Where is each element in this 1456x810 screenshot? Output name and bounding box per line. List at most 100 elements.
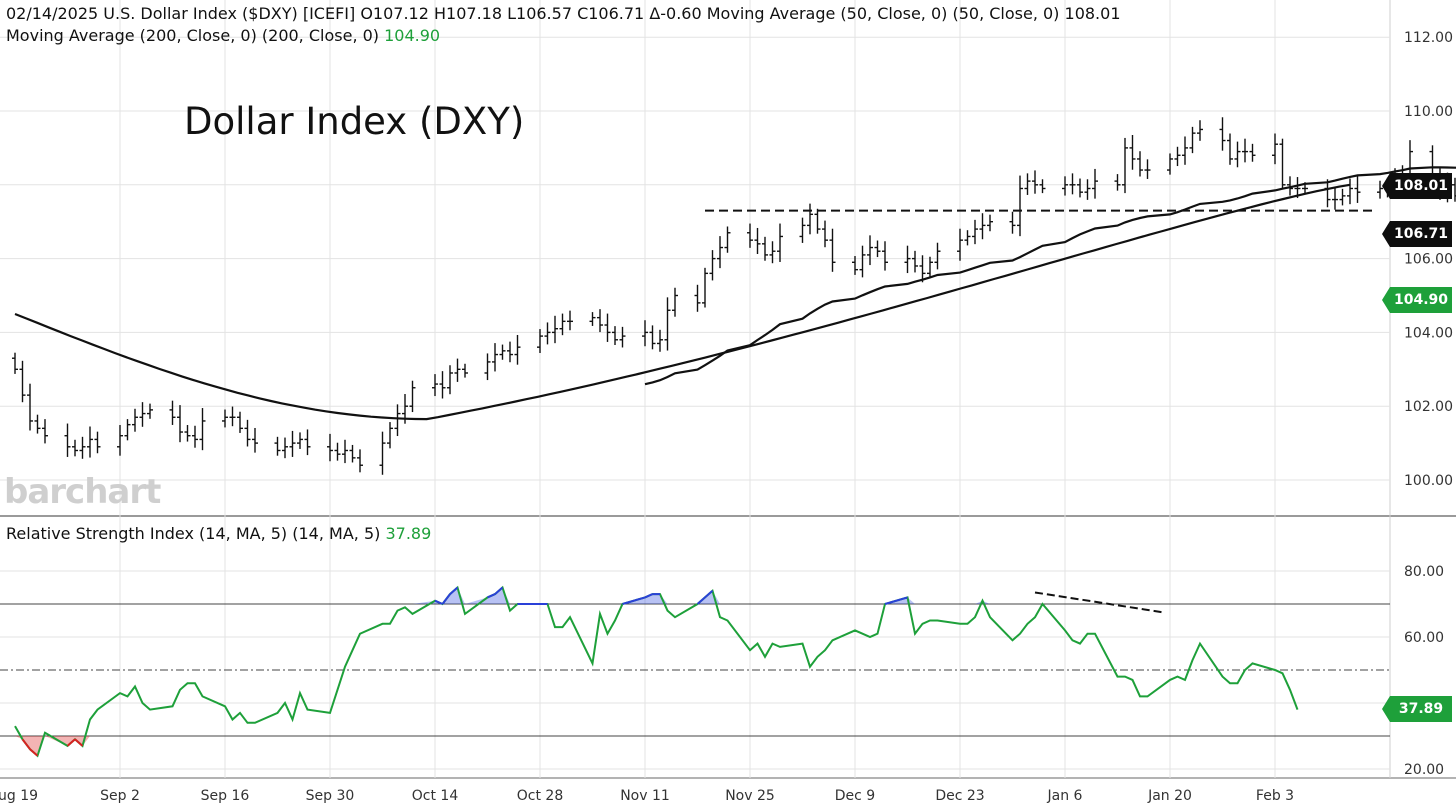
price-bar — [387, 422, 393, 449]
price-bar — [117, 425, 123, 456]
price-bar — [559, 313, 566, 336]
price-bar — [222, 409, 228, 428]
price-bar — [957, 228, 963, 261]
price-bar — [642, 320, 648, 347]
price-bar — [1114, 174, 1121, 191]
price-bar — [762, 236, 768, 261]
price-bar — [334, 442, 341, 461]
price-bar — [934, 242, 941, 270]
price-bar — [1249, 143, 1256, 162]
price-bar — [177, 405, 183, 443]
price-bar — [1287, 176, 1293, 196]
price-bar — [972, 219, 978, 245]
x-tick-label: Dec 9 — [835, 788, 875, 804]
price-bar — [874, 240, 881, 258]
price-bar — [34, 414, 41, 434]
rsi-header-value: 37.89 — [385, 524, 432, 543]
rsi-overbought-segment — [644, 593, 653, 599]
price-bar — [342, 439, 348, 464]
price-header-text: 02/14/2025 U.S. Dollar Index ($DXY) [ICE… — [6, 4, 1065, 23]
rsi-overbought-fill — [487, 594, 495, 604]
price-bar — [237, 411, 243, 433]
price-bar — [1279, 138, 1286, 190]
close-price-tag: 106.71 — [1382, 221, 1452, 247]
rsi-value-tag: 37.89 — [1382, 696, 1452, 722]
price-bar — [147, 403, 153, 419]
price-bar — [79, 436, 86, 459]
rsi-oversold-segment — [66, 738, 76, 747]
price-bar — [814, 208, 821, 234]
x-tick-label: Feb 3 — [1256, 788, 1294, 804]
price-bar — [1234, 141, 1241, 168]
price-bar — [492, 343, 498, 372]
price-bar — [87, 426, 93, 458]
price-bar — [544, 322, 551, 345]
rsi-overbought-segment — [494, 586, 504, 595]
price-bar — [822, 220, 828, 248]
price-bar — [882, 241, 888, 271]
price-bar — [514, 334, 521, 365]
price-bar — [1032, 170, 1038, 194]
price-bar — [297, 432, 303, 449]
price-bar — [852, 256, 858, 275]
price-bar — [1084, 179, 1091, 200]
x-tick-label: Jan 20 — [1147, 788, 1192, 804]
rsi-oversold-segment — [29, 748, 39, 757]
price-bar — [1039, 179, 1046, 194]
price-bar — [657, 329, 663, 352]
price-bar — [604, 313, 611, 342]
price-bar — [124, 419, 131, 441]
rsi-divergence-line — [1034, 591, 1163, 614]
ma200-header: Moving Average (200, Close, 0) (200, Clo… — [6, 26, 440, 46]
price-bar — [199, 408, 206, 451]
ma50-line — [644, 166, 1456, 386]
price-bar — [1189, 126, 1196, 154]
price-y-tick-label: 100.00 — [1404, 473, 1453, 489]
price-bar — [702, 267, 708, 308]
price-bar — [289, 430, 296, 457]
price-bar — [1129, 134, 1136, 170]
price-bar — [567, 310, 573, 331]
price-bar — [132, 408, 138, 432]
ma200-line — [14, 183, 1351, 421]
price-bar — [747, 223, 753, 248]
price-bar — [807, 203, 813, 235]
price-bar — [694, 284, 701, 312]
rsi-header-text: Relative Strength Index (14, MA, 5) (14,… — [6, 524, 386, 543]
price-bar — [619, 326, 626, 348]
price-bar — [229, 406, 236, 427]
rsi-overbought-fill — [495, 587, 503, 604]
price-bar — [904, 245, 911, 274]
price-bar — [447, 365, 453, 395]
x-tick-label: Sep 16 — [201, 788, 250, 804]
price-bar — [19, 360, 26, 403]
price-bar — [1122, 137, 1128, 194]
price-bar — [394, 404, 401, 437]
price-bar — [1077, 178, 1083, 198]
price-bar — [717, 236, 723, 269]
price-bar — [1062, 176, 1068, 196]
rsi-oversold-segment — [21, 738, 31, 750]
price-bar — [777, 223, 783, 262]
price-bar — [184, 425, 191, 442]
price-bar — [252, 427, 258, 453]
price-bar — [1197, 120, 1203, 141]
rsi-header: Relative Strength Index (14, MA, 5) (14,… — [6, 524, 431, 544]
price-bar — [964, 230, 971, 246]
price-bar — [139, 402, 146, 427]
price-bar — [589, 312, 596, 326]
price-bar — [1242, 138, 1248, 163]
price-bar — [1167, 153, 1173, 175]
x-tick-label: Sep 2 — [100, 788, 140, 804]
price-bar — [987, 214, 993, 232]
price-bar — [552, 315, 558, 344]
price-y-tick-label: 110.00 — [1404, 104, 1453, 120]
price-y-tick-label: 112.00 — [1404, 30, 1453, 46]
price-bar — [1137, 151, 1143, 177]
ma200-price-tag: 104.90 — [1382, 287, 1452, 313]
price-bar — [612, 326, 618, 346]
price-bar — [27, 383, 33, 431]
price-bar — [1339, 188, 1346, 206]
